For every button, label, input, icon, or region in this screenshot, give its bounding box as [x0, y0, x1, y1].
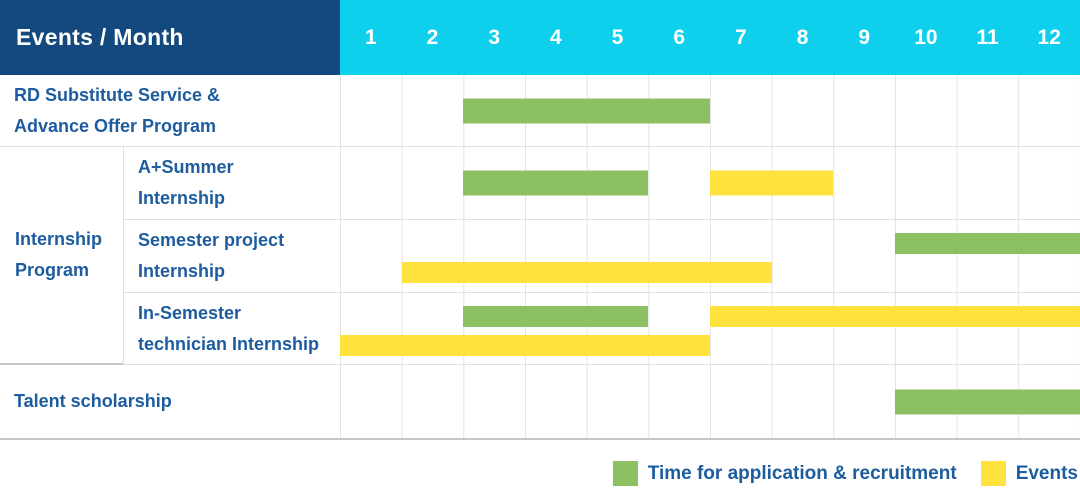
row-label-semester-project-internship: Semester project Internship: [124, 220, 340, 293]
event-bar: [710, 170, 834, 196]
row-label-line: Semester project: [138, 230, 285, 250]
month-tick-9: 9: [858, 25, 871, 49]
row-label-line: A+Summer: [138, 157, 234, 177]
application-recruitment-bar: [463, 98, 710, 123]
row-label-line: In-Semester: [138, 302, 242, 323]
group-label-line: Internship: [15, 229, 103, 249]
row-label-talent-scholarship: Talent scholarship: [0, 365, 340, 440]
month-tick-3: 3: [488, 25, 501, 49]
application-recruitment-bar: [463, 306, 649, 327]
row-label-line: Internship: [138, 261, 226, 281]
legend-item-application-recruitment: Time for application & recruitment: [612, 461, 957, 486]
event-bar: [710, 306, 1080, 327]
gantt-chart-table: Events / Month 1 2 3 4 5 6 7 8 9 10 11 1…: [0, 0, 1080, 440]
application-recruitment-bar: [463, 170, 649, 196]
group-label-internship-program: Internship Program: [0, 147, 124, 365]
month-tick-12: 12: [1037, 25, 1061, 49]
row-label-rd-substitute-service: RD Substitute Service & Advance Offer Pr…: [0, 75, 340, 147]
month-tick-10: 10: [914, 25, 938, 49]
row-label-in-semester-technician-internship: In-Semester technician Internship: [124, 293, 340, 365]
row-label-line: RD Substitute Service &: [14, 84, 221, 105]
chart-row-semester-project-internship: [340, 220, 1080, 293]
month-tick-7: 7: [735, 25, 747, 49]
row-label-a-plus-summer-internship: A+Summer Internship: [124, 147, 340, 220]
chart-row-rd-substitute-service: [340, 75, 1080, 147]
chart-row-talent-scholarship: [340, 365, 1080, 440]
events-month-label: Events / Month: [16, 24, 184, 50]
legend-label: Time for application & recruitment: [647, 462, 957, 484]
group-label-line: Program: [15, 260, 90, 280]
month-header-row: 1 2 3 4 5 6 7 8 9 10 11 12: [340, 0, 1080, 75]
green-swatch-icon: [612, 461, 638, 486]
month-tick-8: 8: [796, 25, 809, 49]
month-tick-4: 4: [550, 25, 562, 49]
application-recruitment-bar: [895, 233, 1080, 254]
month-tick-2: 2: [426, 25, 439, 49]
legend-label: Events: [1015, 462, 1078, 484]
chart-row-in-semester-technician-internship: [340, 293, 1080, 365]
row-label-line: Talent scholarship: [14, 391, 172, 411]
table-header-title: Events / Month: [0, 0, 340, 75]
chart-row-a-plus-summer-internship: [340, 147, 1080, 220]
month-tick-1: 1: [364, 25, 377, 49]
event-bar: [401, 262, 772, 283]
row-label-line: Advance Offer Program: [14, 115, 217, 136]
legend: Time for application & recruitment Event…: [0, 461, 1080, 486]
month-tick-6: 6: [673, 25, 686, 49]
yellow-swatch-icon: [980, 461, 1006, 486]
row-label-line: technician Internship: [138, 333, 320, 354]
event-bar: [340, 335, 710, 356]
application-recruitment-bar: [895, 389, 1080, 414]
row-label-line: Internship: [138, 188, 226, 208]
legend-item-events: Events: [980, 461, 1078, 486]
month-tick-5: 5: [611, 25, 624, 49]
month-tick-11: 11: [976, 25, 999, 49]
